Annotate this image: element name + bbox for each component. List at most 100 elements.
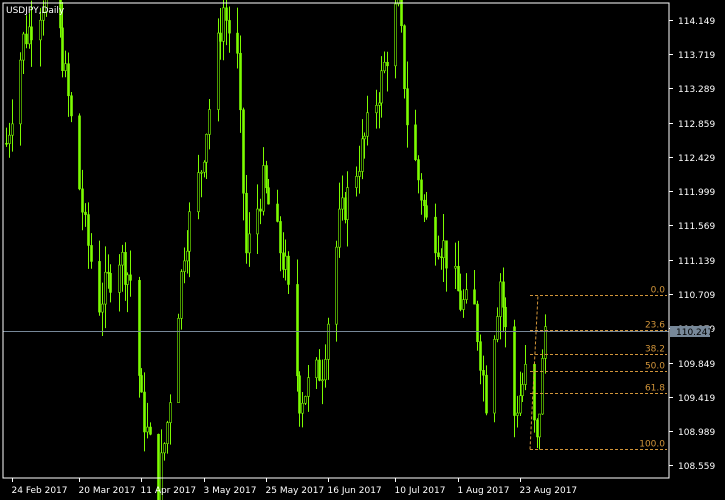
date-tick-label-3: 3 May 2017 xyxy=(204,486,257,496)
candle-body-47 xyxy=(188,211,191,252)
candle-body-50 xyxy=(203,161,206,173)
candle-body-28 xyxy=(118,264,121,293)
date-tick-label-7: 1 Aug 2017 xyxy=(458,486,510,496)
candle-body-98 xyxy=(394,3,397,67)
date-tick-label-8: 23 Aug 2017 xyxy=(520,486,578,496)
price-tick-label-12: 108.989 xyxy=(678,428,715,438)
candle-body-4 xyxy=(22,33,25,61)
candle-body-30 xyxy=(124,252,127,285)
candle-body-31 xyxy=(126,274,129,285)
candle-body-27 xyxy=(109,272,112,293)
candle-body-22 xyxy=(90,245,93,262)
candle-body-40 xyxy=(163,443,166,454)
candle-body-39 xyxy=(160,452,163,500)
candle-body-111 xyxy=(442,240,445,258)
candle-body-52 xyxy=(208,109,211,135)
candle-body-78 xyxy=(315,359,318,378)
candle-body-126 xyxy=(502,281,505,308)
price-tick-label-7: 111.139 xyxy=(678,257,715,267)
plot-frame xyxy=(2,2,670,479)
candle-body-127 xyxy=(504,306,507,328)
candle-body-24 xyxy=(101,303,104,313)
price-tick-label-5: 111.999 xyxy=(678,188,715,198)
candle-body-48 xyxy=(197,172,200,213)
date-tick-label-2: 11 Apr 2017 xyxy=(141,486,197,496)
candle-body-106 xyxy=(423,199,426,206)
candle-body-0 xyxy=(5,142,8,145)
candle-body-3 xyxy=(19,59,22,125)
candle-body-83 xyxy=(335,246,338,325)
candle-body-36 xyxy=(146,426,149,433)
date-tick-label-5: 16 Jun 2017 xyxy=(328,486,382,496)
candle-body-107 xyxy=(425,205,428,218)
price-tick-label-4: 112.429 xyxy=(678,154,715,164)
price-axis[interactable]: 114.149 113.719 113.289 112.859 112.429 111.9… xyxy=(669,17,715,472)
date-tick-label-0: 24 Feb 2017 xyxy=(12,486,68,496)
candle-body-80 xyxy=(321,379,324,382)
candle-body-101 xyxy=(403,25,406,90)
fib-label-0: 0.0 xyxy=(651,286,666,296)
candle-body-124 xyxy=(496,316,499,340)
fib-trend-line xyxy=(529,294,539,450)
candle-body-129 xyxy=(516,412,519,416)
candle-body-32 xyxy=(129,274,132,281)
fib-label-4: 61.8 xyxy=(645,384,665,394)
candle-body-131 xyxy=(521,384,524,397)
candle-body-1 xyxy=(8,134,11,144)
candle-body-49 xyxy=(200,171,203,174)
price-tick-label-10: 109.849 xyxy=(678,360,715,370)
fibonacci-retracement[interactable]: 0.0 23.6 38.2 50.0 61.8 100.0 xyxy=(529,286,667,450)
candle-body-23 xyxy=(98,261,101,313)
candle-body-102 xyxy=(406,88,409,126)
fib-label-5: 100.0 xyxy=(639,440,665,450)
candle-body-5 xyxy=(25,33,28,45)
current-price-box: 110.247 xyxy=(670,326,713,338)
time-axis[interactable]: 24 Feb 2017 20 Mar 2017 11 Apr 2017 3 May 2… xyxy=(12,478,578,496)
candle-body-132 xyxy=(524,364,527,385)
candle-body-55 xyxy=(222,7,225,42)
candle-body-87 xyxy=(346,187,349,220)
candle-body-61 xyxy=(245,192,248,254)
candle-body-119 xyxy=(476,303,479,342)
candle-body-71 xyxy=(284,255,287,270)
candle-body-81 xyxy=(324,359,327,381)
candle-body-62 xyxy=(248,233,251,254)
candle-body-41 xyxy=(166,422,169,444)
candle-body-75 xyxy=(301,402,304,414)
candle-body-114 xyxy=(457,266,460,292)
candle-body-10 xyxy=(45,0,48,13)
candle-body-137 xyxy=(544,326,547,359)
candle-body-122 xyxy=(485,374,488,414)
candle-body-8 xyxy=(39,19,42,41)
candle-body-123 xyxy=(493,339,496,414)
candle-body-37 xyxy=(149,426,152,435)
candle-body-105 xyxy=(420,179,423,201)
price-tick-label-11: 109.419 xyxy=(678,394,715,404)
candle-body-65 xyxy=(262,165,265,212)
candle-body-51 xyxy=(205,134,208,163)
candle-body-2 xyxy=(11,123,14,136)
candle-body-34 xyxy=(140,375,143,393)
candle-body-112 xyxy=(445,240,448,269)
candle-body-77 xyxy=(307,377,310,397)
candle-body-54 xyxy=(219,32,222,42)
fib-label-2: 38.2 xyxy=(645,345,665,355)
candle-body-130 xyxy=(519,395,522,414)
price-tick-label-3: 112.859 xyxy=(678,120,715,130)
candle-body-72 xyxy=(287,255,290,285)
candle-body-15 xyxy=(64,63,67,71)
fib-label-1: 23.6 xyxy=(645,321,665,331)
candle-body-128 xyxy=(513,326,516,416)
candle-body-67 xyxy=(267,187,270,205)
candle-body-35 xyxy=(143,391,146,433)
candle-body-14 xyxy=(61,27,64,71)
candle-body-29 xyxy=(121,252,124,266)
candle-body-121 xyxy=(482,370,485,376)
candle-body-89 xyxy=(358,171,361,177)
candle-body-69 xyxy=(279,221,282,254)
candle-body-93 xyxy=(375,105,378,114)
symbol-label: USDJPY,Daily xyxy=(6,6,65,16)
candle-body-25 xyxy=(104,271,107,305)
candle-body-100 xyxy=(400,0,403,27)
